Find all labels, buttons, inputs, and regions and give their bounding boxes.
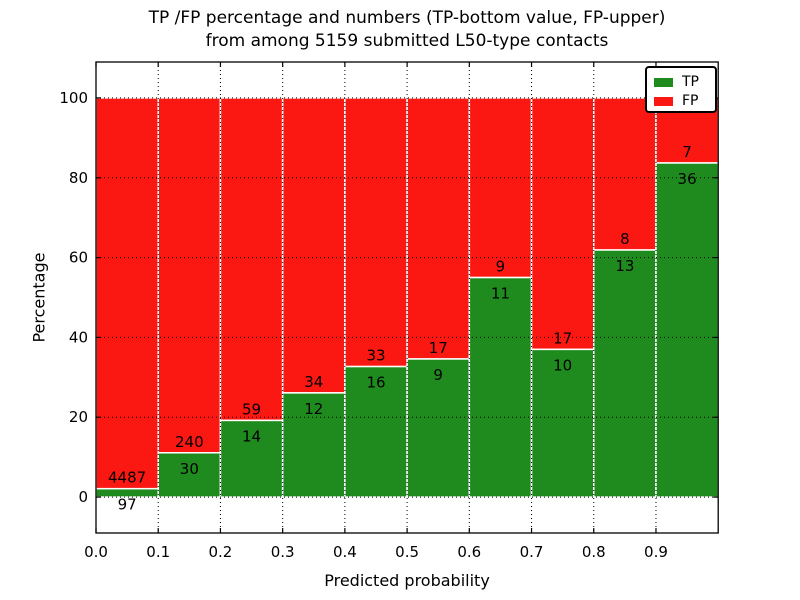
bar-tp-7 — [530, 348, 595, 498]
bar-tp-2 — [219, 419, 284, 498]
x-tick-label-0.2: 0.2 — [209, 543, 233, 561]
tp-count-label-2: 14 — [242, 427, 261, 445]
y-tick-label-80: 80 — [69, 169, 88, 187]
fp-count-label-3: 34 — [304, 373, 323, 391]
y-tick-label-20: 20 — [69, 408, 88, 426]
legend: TP FP — [645, 66, 717, 113]
fp-count-label-2: 59 — [242, 400, 261, 418]
bar-fp-4 — [344, 97, 408, 368]
x-tick-label-0.3: 0.3 — [271, 543, 295, 561]
tp-count-label-4: 16 — [366, 374, 385, 392]
bar-tp-9 — [655, 162, 719, 498]
y-tick-label-40: 40 — [69, 328, 88, 346]
chart-title-line2: from among 5159 submitted L50-type conta… — [205, 31, 609, 51]
x-tick-label-0.0: 0.0 — [84, 543, 108, 561]
bar-tp-1 — [157, 452, 222, 498]
legend-entry-tp: TP — [647, 73, 715, 92]
bar-tp-4 — [344, 365, 408, 498]
tp-count-label-9: 36 — [678, 170, 697, 188]
chart-title: TP /FP percentage and numbers (TP-bottom… — [96, 7, 718, 53]
fp-count-label-4: 33 — [366, 347, 385, 365]
x-tick-label-0.5: 0.5 — [395, 543, 419, 561]
tp-count-label-0: 97 — [118, 496, 137, 514]
legend-swatch-tp — [654, 78, 673, 87]
bar-fp-6 — [468, 97, 533, 279]
tp-count-label-8: 13 — [615, 257, 634, 275]
bar-fp-8 — [593, 97, 657, 251]
bar-fp-3 — [281, 97, 346, 394]
bar-fp-1 — [157, 97, 222, 454]
chart-title-line1: TP /FP percentage and numbers (TP-bottom… — [148, 8, 666, 28]
tp-count-label-5: 9 — [433, 366, 443, 384]
x-tick-label-0.4: 0.4 — [333, 543, 357, 561]
fp-count-label-5: 17 — [429, 339, 448, 357]
legend-label-tp: TP — [682, 74, 699, 90]
x-tick-label-0.6: 0.6 — [457, 543, 481, 561]
fp-count-label-7: 17 — [553, 329, 572, 347]
bar-fp-2 — [219, 97, 284, 422]
y-tick-label-60: 60 — [69, 249, 88, 267]
x-tick-label-0.1: 0.1 — [146, 543, 170, 561]
bar-tp-6 — [468, 276, 533, 498]
legend-entry-fp: FP — [647, 92, 715, 111]
bar-fp-5 — [406, 97, 471, 360]
tp-count-label-1: 30 — [180, 460, 199, 478]
x-tick-label-0.8: 0.8 — [582, 543, 606, 561]
fp-count-label-1: 240 — [175, 433, 204, 451]
bar-fp-7 — [530, 97, 595, 351]
bar-tp-5 — [406, 358, 471, 498]
y-axis-label: Percentage — [29, 252, 49, 343]
fp-count-label-6: 9 — [496, 258, 506, 276]
x-axis-label: Predicted probability — [324, 571, 490, 590]
bar-tp-3 — [281, 392, 346, 498]
legend-swatch-fp — [654, 97, 673, 106]
x-tick-label-0.7: 0.7 — [520, 543, 544, 561]
y-tick-label-100: 100 — [59, 89, 88, 107]
bar-fp-0 — [95, 97, 159, 490]
fp-count-label-0: 4487 — [108, 469, 146, 487]
tp-count-label-7: 10 — [553, 356, 572, 374]
tp-count-label-3: 12 — [304, 400, 323, 418]
fp-count-label-9: 7 — [682, 143, 692, 161]
x-tick-label-0.9: 0.9 — [644, 543, 668, 561]
bar-tp-8 — [593, 249, 657, 498]
y-tick-label-0: 0 — [78, 488, 88, 506]
fp-count-label-8: 8 — [620, 230, 630, 248]
tp-count-label-6: 11 — [491, 285, 510, 303]
legend-label-fp: FP — [682, 93, 699, 109]
